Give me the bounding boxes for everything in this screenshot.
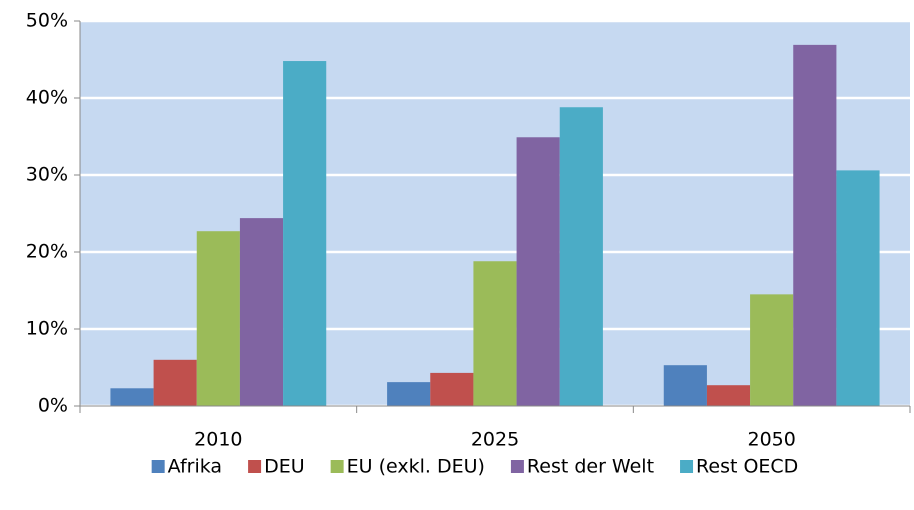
y-tick-label: 30%: [26, 164, 68, 186]
legend-label: EU (exkl. DEU): [347, 456, 485, 478]
y-tick-label: 20%: [26, 241, 68, 263]
legend-swatch: [510, 460, 524, 473]
legend-swatch: [680, 460, 694, 473]
bar: [239, 218, 284, 406]
legend-swatch: [151, 460, 165, 473]
bar: [516, 137, 560, 406]
x-tick-label: 2050: [747, 429, 795, 451]
bar: [153, 359, 197, 406]
bar: [473, 261, 517, 406]
legend-swatch: [248, 460, 262, 473]
bar: [750, 294, 794, 406]
legend-label: Rest der Welt: [527, 456, 654, 478]
bar: [110, 388, 154, 406]
bar: [196, 231, 240, 406]
legend-label: DEU: [264, 456, 305, 478]
bar: [836, 170, 880, 406]
bar: [663, 365, 707, 406]
legend-label: Rest OECD: [696, 456, 798, 478]
legend-swatch: [330, 460, 344, 473]
y-tick-label: 40%: [26, 87, 68, 109]
y-tick-label: 0%: [38, 395, 68, 417]
x-tick-label: 2010: [194, 429, 242, 451]
bar: [430, 372, 474, 406]
bar: [793, 44, 837, 407]
legend-label: Afrika: [168, 456, 222, 478]
x-tick-label: 2025: [471, 429, 519, 451]
y-tick-label: 10%: [26, 318, 68, 340]
bar: [559, 107, 603, 407]
y-tick-label: 50%: [26, 10, 68, 32]
bar: [706, 385, 751, 406]
bar: [387, 382, 431, 406]
bar: [283, 61, 327, 406]
